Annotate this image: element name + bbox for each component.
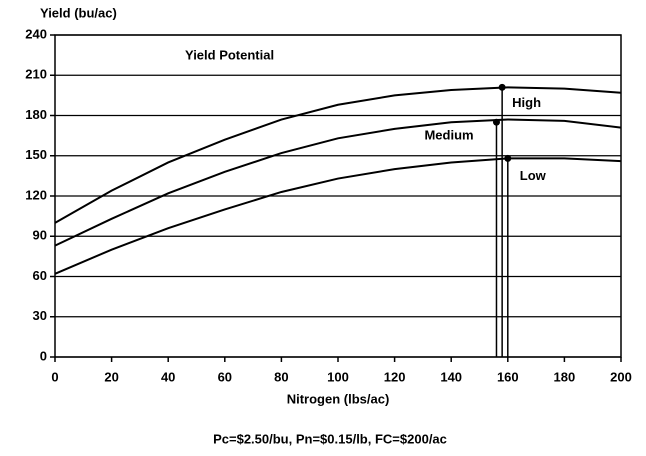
x-tick-label: 160: [497, 369, 519, 384]
x-tick-label: 0: [51, 369, 58, 384]
series-label: Medium: [424, 128, 473, 143]
y-tick-label: 150: [25, 147, 47, 162]
x-tick-label: 180: [554, 369, 576, 384]
y-tick-label: 30: [33, 308, 47, 323]
optimum-point: [504, 154, 512, 162]
optimum-point: [492, 118, 500, 126]
y-tick-label: 120: [25, 187, 47, 202]
series-label: Low: [520, 168, 547, 183]
x-tick-label: 80: [274, 369, 288, 384]
y-tick-label: 60: [33, 268, 47, 283]
x-tick-label: 20: [104, 369, 118, 384]
series-line: [54, 157, 622, 275]
x-tick-label: 60: [218, 369, 232, 384]
x-tick-label: 200: [610, 369, 632, 384]
x-tick-label: 140: [440, 369, 462, 384]
y-tick-label: 90: [33, 228, 47, 243]
x-tick-label: 40: [161, 369, 175, 384]
y-tick-label: 210: [25, 67, 47, 82]
x-axis-label: Nitrogen (lbs/ac): [287, 391, 390, 406]
series-label: High: [512, 95, 541, 110]
optimum-point: [498, 83, 506, 91]
y-tick-label: 240: [25, 26, 47, 41]
series-line: [54, 118, 622, 247]
y-tick-label: 0: [40, 348, 47, 363]
y-tick-label: 180: [25, 107, 47, 122]
series-line: [54, 86, 622, 224]
annotation: Yield Potential: [185, 47, 274, 62]
footnote: Pc=$2.50/bu, Pn=$0.15/lb, FC=$200/ac: [213, 431, 447, 446]
x-tick-label: 120: [384, 369, 406, 384]
x-tick-label: 100: [327, 369, 349, 384]
y-axis-label: Yield (bu/ac): [40, 5, 117, 20]
